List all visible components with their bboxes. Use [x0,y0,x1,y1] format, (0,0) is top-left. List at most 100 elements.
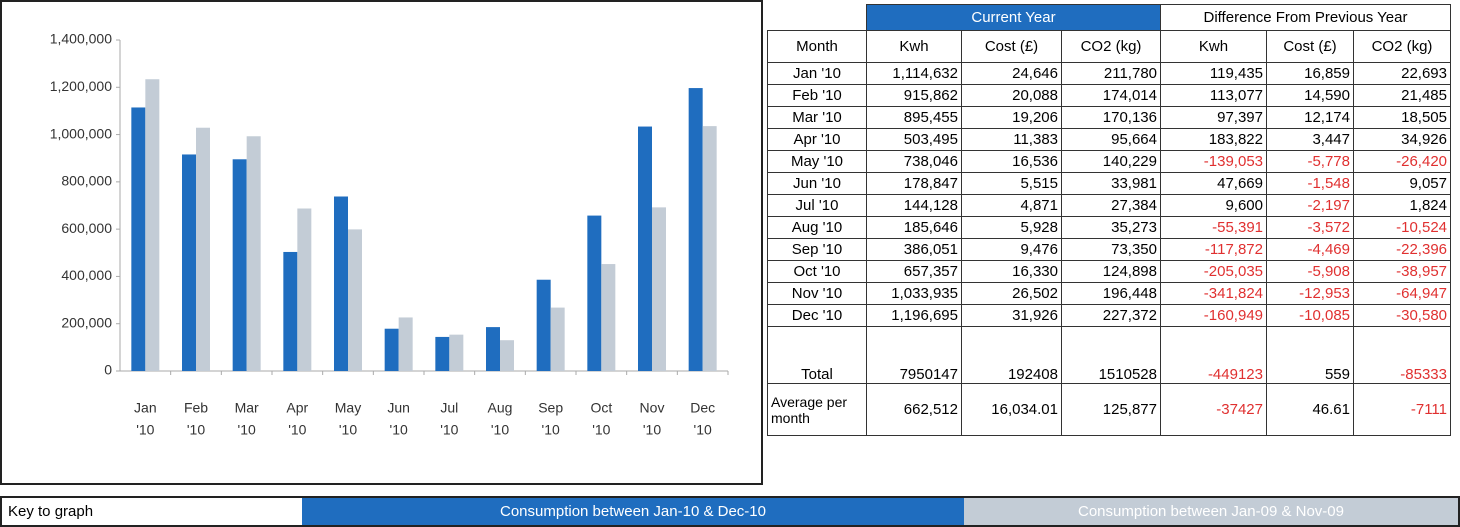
table-cell: 1,824 [1353,194,1451,217]
table-cell: Apr '10 [767,128,867,151]
table-cell: 124,898 [1061,260,1161,283]
bar [131,107,146,371]
table-cell: 140,229 [1061,150,1161,173]
bar [182,154,196,371]
bar [348,229,362,371]
table-cell: Month [767,30,867,63]
table-cell: 11,383 [961,128,1062,151]
table-cell: 19,206 [961,106,1062,129]
table-row: Apr '10 503,495 11,383 95,664 183,822 3,447 34… [767,128,1451,151]
table-cell: Jan '10 [767,62,867,85]
y-tick-label: 0 [104,362,112,378]
table-cell: -30,580 [1353,304,1451,327]
table-cell: 657,357 [866,260,962,283]
table-cell: 73,350 [1061,238,1161,261]
x-tick-label: '10 [339,422,357,438]
table-row: Jun '10 178,847 5,515 33,981 47,669 -1,548 9,0… [767,172,1451,195]
table-cell: -37427 [1160,383,1267,436]
x-tick-label: '10 [390,422,408,438]
table-cell: -160,949 [1160,304,1267,327]
table-cell: 119,435 [1160,62,1267,85]
table-row: Mar '10 895,455 19,206 170,136 97,397 12,174 1… [767,106,1451,129]
table-row: May '10 738,046 16,536 140,229 -139,053 -5,77… [767,150,1451,173]
table-cell: 22,693 [1353,62,1451,85]
table-cell: -5,778 [1266,150,1354,173]
table-cell: 174,014 [1061,84,1161,107]
legend-title: Key to graph [8,503,94,520]
table-row: Average per month 662,512 16,034.01 125,877… [767,383,1451,436]
table-cell: 47,669 [1160,172,1267,195]
table-cell: 211,780 [1061,62,1161,85]
table-cell: 144,128 [866,194,962,217]
table-cell: -205,035 [1160,260,1267,283]
table-cell: 9,600 [1160,194,1267,217]
bar [449,334,464,371]
table-cell: Sep '10 [767,238,867,261]
x-tick-label: '10 [694,422,712,438]
table-row: Oct '10 657,357 16,330 124,898 -205,035 -5,90… [767,260,1451,283]
table-cell: 196,448 [1061,282,1161,305]
x-tick-label: '10 [542,422,560,438]
bar [246,136,261,371]
table-cell: 915,862 [866,84,962,107]
x-tick-label: '10 [643,422,661,438]
bar [196,127,210,371]
x-tick-label: Aug [488,400,513,416]
table-cell: 24,646 [961,62,1062,85]
table-row: Current Year Difference From Previous Yea… [768,4,1451,31]
bar [435,336,450,371]
table-cell: 35,273 [1061,216,1161,239]
bar [145,79,160,372]
bar [297,208,312,371]
table-cell: 1,033,935 [866,282,962,305]
table-cell: CO2 (kg) [1061,30,1161,63]
table-cell: -117,872 [1160,238,1267,261]
table-cell: Feb '10 [767,84,867,107]
table-cell: -38,957 [1353,260,1451,283]
table-cell: 31,926 [961,304,1062,327]
table-cell: 170,136 [1061,106,1161,129]
table-cell [768,5,867,31]
chart-panel: 0 200,000 400,000 600,000 800,000 1,000,000 1,… [0,0,763,485]
table-cell: 26,502 [961,282,1062,305]
y-tick-label: 1,400,000 [50,31,112,47]
table-cell: 185,646 [866,216,962,239]
x-tick-label: '10 [187,422,205,438]
table-cell: 27,384 [1061,194,1161,217]
table-cell: Mar '10 [767,106,867,129]
table-cell: 97,397 [1160,106,1267,129]
x-tick-label: Jan [134,400,157,416]
table-cell: Total [767,326,867,384]
legend-entry: Consumption between Jan-10 & Dec-10 [302,498,964,525]
table-cell: 34,926 [1353,128,1451,151]
table-row: Sep '10 386,051 9,476 73,350 -117,872 -4,469-… [767,238,1451,261]
table-cell: 14,590 [1266,84,1354,107]
bar [500,340,514,371]
table-cell: -139,053 [1160,150,1267,173]
table-row: Dec '10 1,196,695 31,926 227,372 -160,949 -10… [767,304,1451,327]
table-cell: 33,981 [1061,172,1161,195]
table-cell: 46.61 [1266,383,1354,436]
table-cell: -3,572 [1266,216,1354,239]
table-cell: 16,536 [961,150,1062,173]
table-cell: -64,947 [1353,282,1451,305]
x-tick-label: Feb [184,400,208,416]
table-row: Feb '10 915,862 20,088 174,014 113,077 14,590… [767,84,1451,107]
table-cell: 386,051 [866,238,962,261]
bar [486,327,500,371]
x-tick-label: Apr [286,400,308,416]
table-cell: -22,396 [1353,238,1451,261]
table-cell: Kwh [1160,30,1267,63]
table-cell: Oct '10 [767,260,867,283]
x-tick-label: Sep [538,400,563,416]
table-cell: Current Year [866,4,1161,31]
x-tick-label: '10 [238,422,256,438]
table-cell: Jun '10 [767,172,867,195]
table-cell: Nov '10 [767,282,867,305]
table-cell: -2,197 [1266,194,1354,217]
table-cell: 183,822 [1160,128,1267,151]
table-cell: -1,548 [1266,172,1354,195]
table-cell: 178,847 [866,172,962,195]
legend: Key to graph Consumption between Jan-10 … [0,496,1460,527]
x-tick-label: Jul [440,400,458,416]
